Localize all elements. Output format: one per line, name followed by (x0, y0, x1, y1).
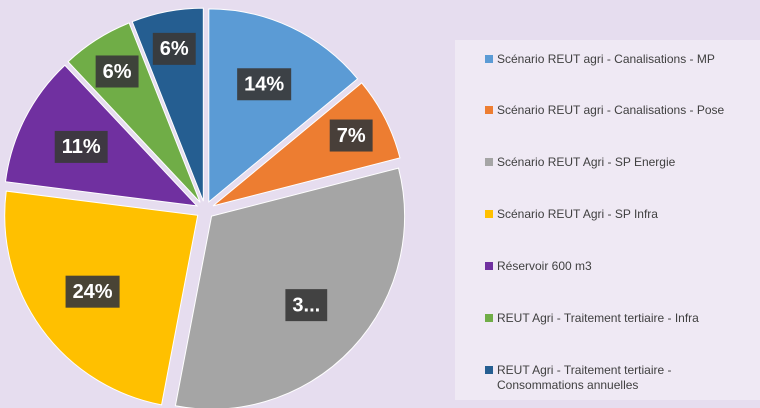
legend-text: REUT Agri - Traitement tertiaire - Conso… (497, 363, 672, 392)
data-label-text: 14% (244, 74, 284, 96)
data-label-text: 7% (337, 125, 366, 147)
data-label-box (65, 275, 120, 308)
legend-swatch (485, 262, 493, 270)
legend-text: Scénario REUT Agri - SP Infra (497, 207, 658, 221)
data-label: 6% (95, 55, 139, 88)
pie-slice (174, 167, 406, 408)
pie-slice (208, 8, 359, 203)
data-label: 3... (285, 289, 328, 322)
data-label-box (95, 55, 139, 88)
data-label: 7% (329, 119, 373, 152)
pie-slice (212, 82, 401, 207)
data-label: 14% (237, 68, 292, 101)
data-label-text: 11% (62, 136, 101, 158)
legend-item: REUT Agri - Traitement tertiaire - Conso… (485, 363, 760, 393)
pie-area: 14% 7% 3... 24% 11% 6% 6% (4, 7, 406, 408)
legend-item: Scénario REUT Agri - SP Infra (485, 207, 760, 222)
data-label: 11% (54, 130, 108, 163)
data-label-box (285, 289, 328, 322)
legend-swatch (485, 55, 493, 63)
legend-text: Scénario REUT agri - Canalisations - Pos… (497, 103, 725, 117)
legend-item: Réservoir 600 m3 (485, 259, 760, 274)
legend-item: Scénario REUT agri - Canalisations - MP (485, 52, 760, 67)
legend-swatch (485, 314, 493, 322)
legend-text: Scénario REUT agri - Canalisations - MP (497, 52, 715, 66)
data-label-text: 3... (292, 294, 320, 316)
data-label-box (237, 68, 292, 101)
legend-swatch (485, 210, 493, 218)
data-label-box (329, 119, 373, 152)
legend-swatch (485, 106, 493, 114)
legend-item: REUT Agri - Traitement tertiaire - Infra (485, 311, 760, 326)
data-label: 6% (152, 32, 196, 65)
legend-text: Scénario REUT Agri - SP Energie (497, 155, 676, 169)
legend: Scénario REUT agri - Canalisations - MP S… (455, 40, 760, 400)
legend-swatch (485, 158, 493, 166)
legend-text: REUT Agri - Traitement tertiaire - Infra (497, 311, 699, 325)
data-label-text: 24% (73, 281, 113, 303)
data-label-box (54, 130, 108, 163)
legend-swatch (485, 366, 493, 374)
data-label-text: 6% (103, 61, 132, 83)
data-label-text: 6% (160, 38, 189, 60)
legend-item: Scénario REUT agri - Canalisations - Pos… (485, 103, 760, 118)
legend-text: Réservoir 600 m3 (497, 259, 592, 273)
legend-item: Scénario REUT Agri - SP Energie (485, 155, 760, 170)
data-label-box (152, 32, 196, 65)
data-label: 24% (65, 275, 120, 308)
